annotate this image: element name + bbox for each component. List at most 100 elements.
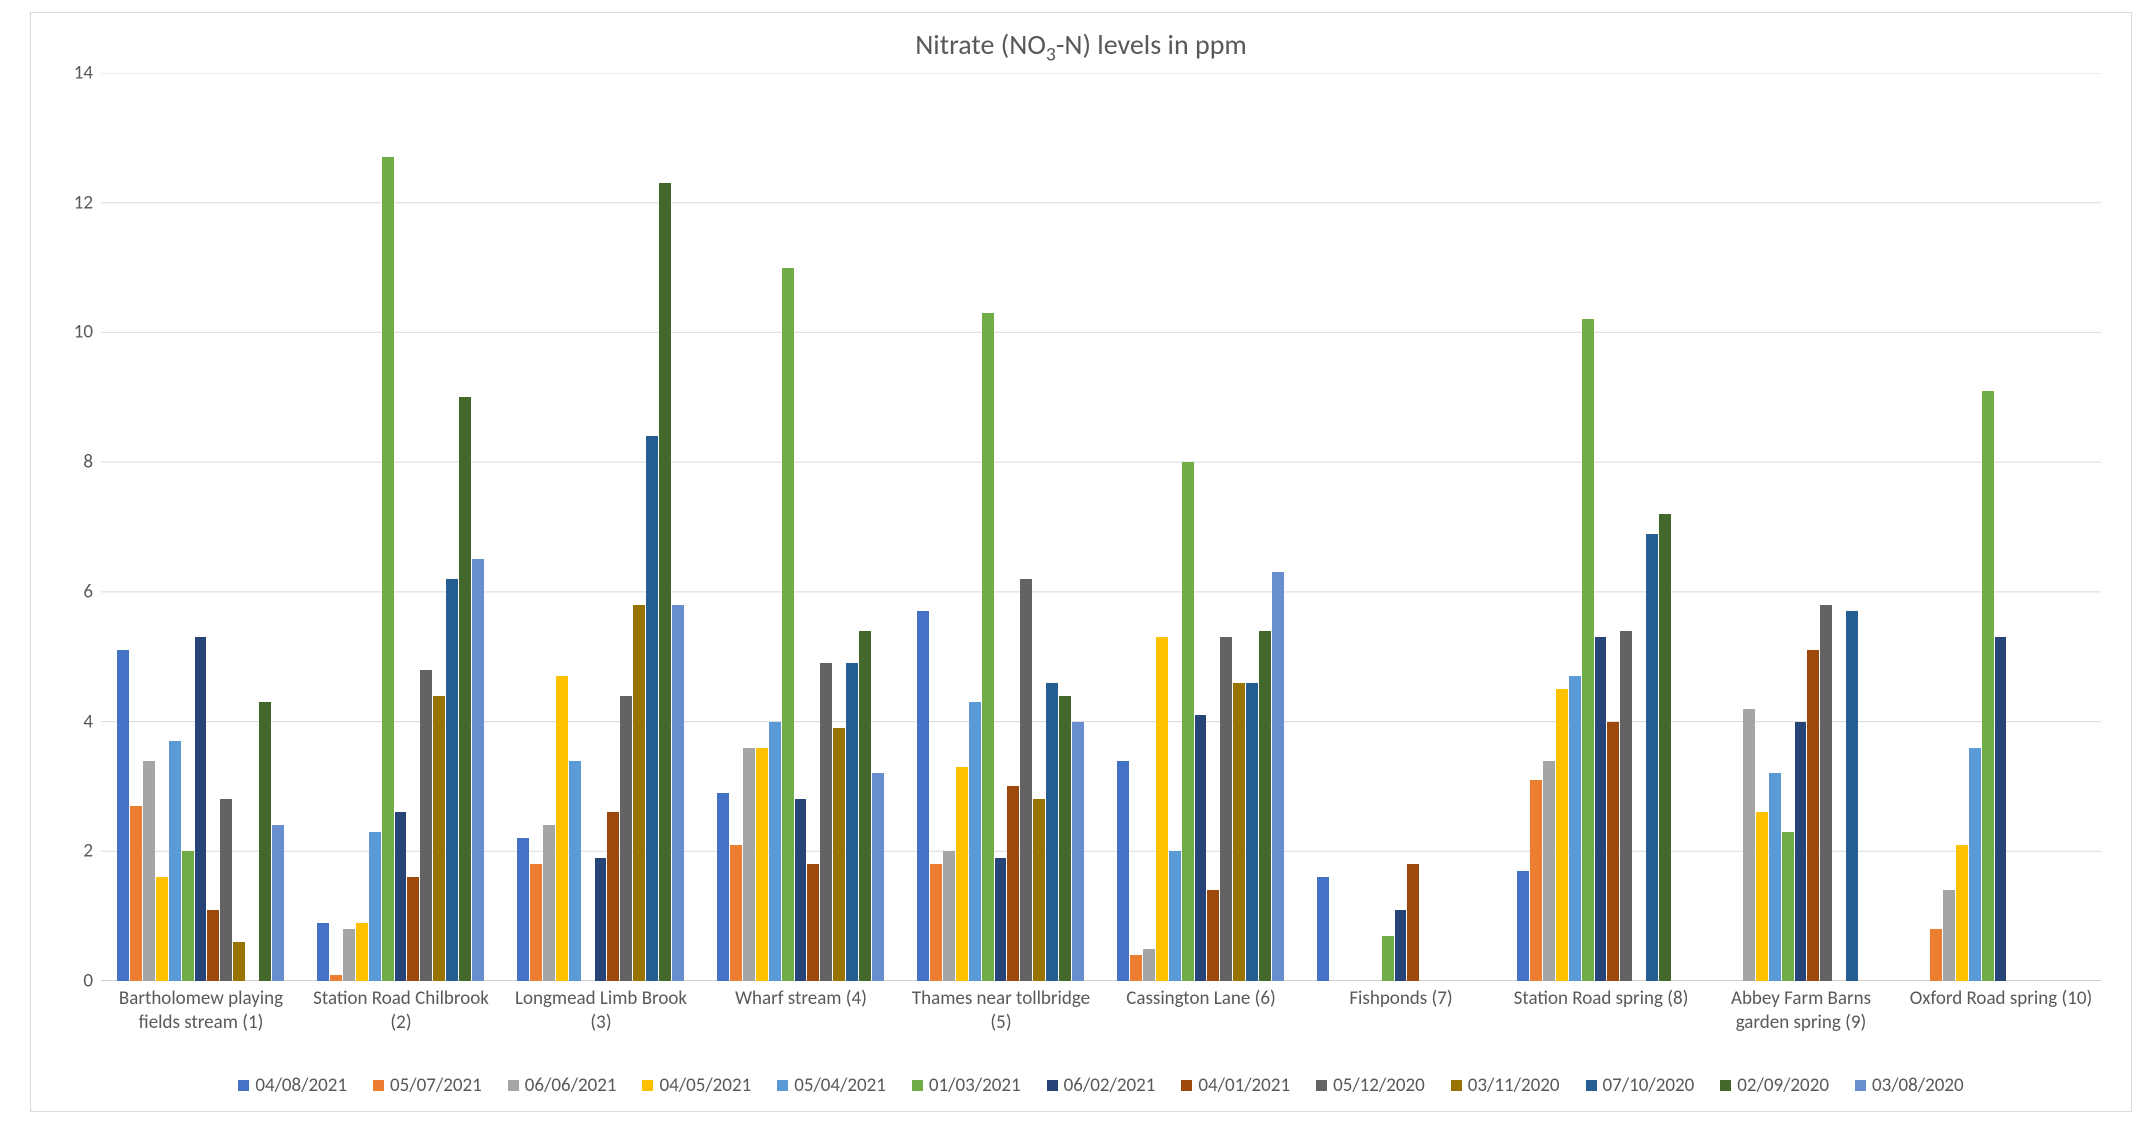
legend-label: 04/01/2021 xyxy=(1198,1074,1290,1097)
bar xyxy=(1007,786,1019,981)
x-tick-label: Longmead Limb Brook (3) xyxy=(506,981,696,1035)
bar xyxy=(543,825,555,981)
bar xyxy=(1156,637,1168,981)
bar xyxy=(407,877,419,981)
bar xyxy=(1143,949,1155,981)
bar xyxy=(1769,773,1781,981)
legend-label: 04/05/2021 xyxy=(659,1074,751,1097)
legend-label: 03/11/2020 xyxy=(1468,1074,1560,1097)
bar xyxy=(743,748,755,981)
bar xyxy=(1117,761,1129,982)
legend-label: 05/04/2021 xyxy=(794,1074,886,1097)
x-tick-label: Oxford Road spring (10) xyxy=(1906,981,2096,1011)
bar xyxy=(1595,637,1607,981)
bar xyxy=(272,825,284,981)
bar xyxy=(1317,877,1329,981)
legend-swatch xyxy=(912,1080,923,1091)
bar xyxy=(756,748,768,981)
legend-label: 05/07/2021 xyxy=(390,1074,482,1097)
bar xyxy=(859,631,871,981)
bar xyxy=(259,702,271,981)
bar xyxy=(1982,391,1994,981)
legend-swatch xyxy=(1586,1080,1597,1091)
bar xyxy=(1020,579,1032,981)
bar xyxy=(969,702,981,981)
bar xyxy=(182,851,194,981)
x-tick-label: Abbey Farm Barns garden spring (9) xyxy=(1706,981,1896,1035)
legend-item: 05/07/2021 xyxy=(373,1074,482,1097)
legend-item: 05/04/2021 xyxy=(777,1074,886,1097)
bar xyxy=(117,650,129,981)
bar xyxy=(317,923,329,981)
legend-label: 04/08/2021 xyxy=(255,1074,347,1097)
bar xyxy=(195,637,207,981)
bar xyxy=(1130,955,1142,981)
legend-swatch xyxy=(1720,1080,1731,1091)
bar xyxy=(917,611,929,981)
legend-item: 02/09/2020 xyxy=(1720,1074,1829,1097)
y-tick-label: 14 xyxy=(74,62,101,85)
bar xyxy=(556,676,568,981)
bar xyxy=(1072,722,1084,981)
legend-item: 07/10/2020 xyxy=(1586,1074,1695,1097)
legend-label: 01/03/2021 xyxy=(929,1074,1021,1097)
bar xyxy=(1046,683,1058,981)
legend-swatch xyxy=(238,1080,249,1091)
bar xyxy=(1969,748,1981,981)
plot-area: 02468101214Bartholomew playing fields st… xyxy=(101,73,2101,981)
chart-title: Nitrate (NO3-N) levels in ppm xyxy=(31,27,2131,67)
chart-frame: Nitrate (NO3-N) levels in ppm 0246810121… xyxy=(30,12,2132,1112)
bar xyxy=(156,877,168,981)
bar xyxy=(1033,799,1045,981)
bar xyxy=(1620,631,1632,981)
bar xyxy=(1607,722,1619,981)
bar xyxy=(730,845,742,981)
bar xyxy=(1182,462,1194,981)
bar xyxy=(646,436,658,981)
y-tick-label: 8 xyxy=(83,451,101,474)
bar xyxy=(1272,572,1284,981)
legend-label: 06/02/2021 xyxy=(1064,1074,1156,1097)
bar xyxy=(1543,761,1555,982)
bar xyxy=(1756,812,1768,981)
bar xyxy=(1846,611,1858,981)
bar xyxy=(517,838,529,981)
bar xyxy=(782,268,794,981)
bar xyxy=(169,741,181,981)
bar xyxy=(717,793,729,981)
legend-item: 04/01/2021 xyxy=(1181,1074,1290,1097)
bar xyxy=(420,670,432,981)
bar xyxy=(1930,929,1942,981)
bar xyxy=(1569,676,1581,981)
bar xyxy=(1407,864,1419,981)
bar xyxy=(982,313,994,981)
bar xyxy=(569,761,581,982)
bar xyxy=(1207,890,1219,981)
bar xyxy=(930,864,942,981)
bar xyxy=(1820,605,1832,981)
bar xyxy=(1943,890,1955,981)
bar xyxy=(1995,637,2007,981)
bars-layer xyxy=(101,73,2101,981)
legend-label: 02/09/2020 xyxy=(1737,1074,1829,1097)
legend-swatch xyxy=(1181,1080,1192,1091)
legend-item: 03/08/2020 xyxy=(1855,1074,1964,1097)
bar xyxy=(659,183,671,981)
y-tick-label: 2 xyxy=(83,840,101,863)
legend-label: 05/12/2020 xyxy=(1333,1074,1425,1097)
bar xyxy=(1956,845,1968,981)
x-tick-label: Fishponds (7) xyxy=(1306,981,1496,1011)
bar xyxy=(633,605,645,981)
x-tick-label: Bartholomew playing fields stream (1) xyxy=(106,981,296,1035)
bar xyxy=(446,579,458,981)
bar xyxy=(607,812,619,981)
legend-label: 07/10/2020 xyxy=(1603,1074,1695,1097)
bar xyxy=(1646,534,1658,982)
bar xyxy=(233,942,245,981)
legend-swatch xyxy=(373,1080,384,1091)
legend-item: 05/12/2020 xyxy=(1316,1074,1425,1097)
legend-item: 03/11/2020 xyxy=(1451,1074,1560,1097)
legend-item: 04/08/2021 xyxy=(238,1074,347,1097)
x-tick-label: Station Road Chilbrook (2) xyxy=(306,981,496,1035)
bar xyxy=(672,605,684,981)
